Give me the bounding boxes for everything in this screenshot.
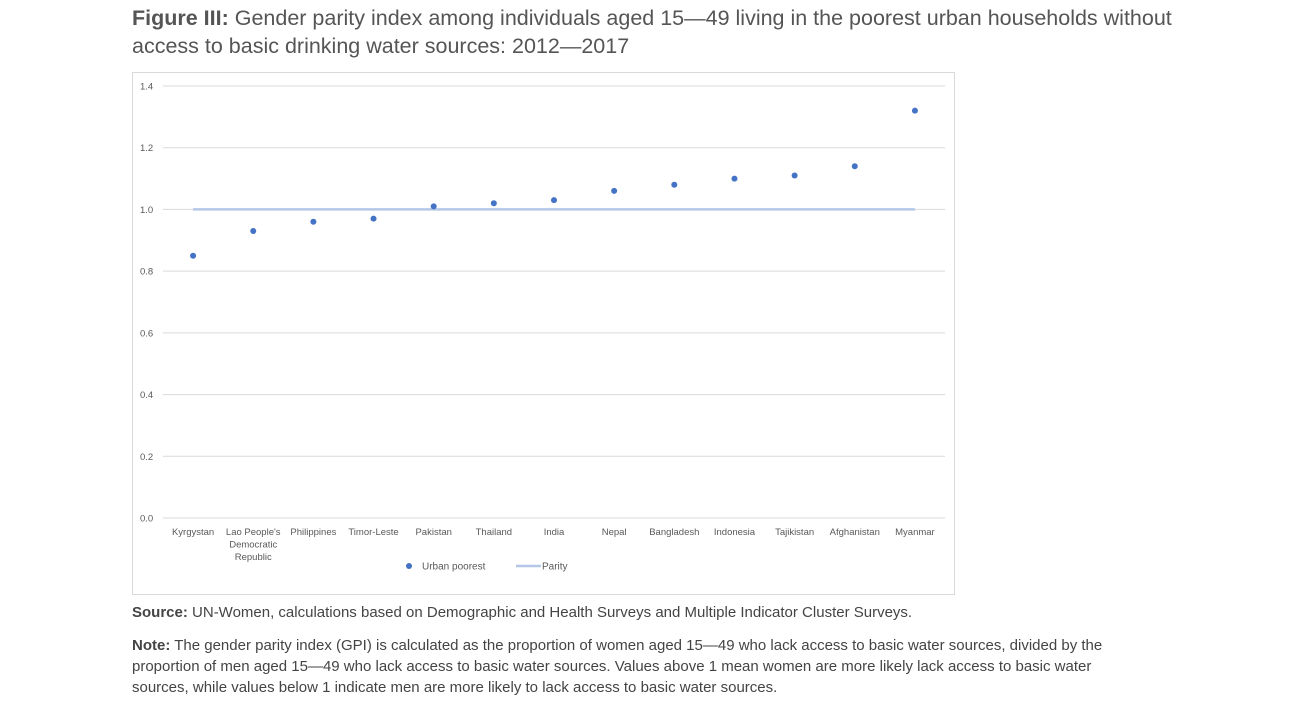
y-tick-label: 1.0 — [140, 205, 153, 216]
x-tick-label: Indonesia — [714, 527, 756, 538]
data-point — [911, 107, 918, 114]
x-tick-label: Bangladesh — [649, 527, 699, 538]
x-tick-label: Kyrgystan — [172, 527, 214, 538]
data-point — [611, 187, 618, 194]
x-tick-label: Pakistan — [415, 527, 451, 538]
data-point — [490, 200, 497, 207]
x-tick-label: Philippines — [290, 527, 336, 538]
data-point — [190, 252, 197, 259]
figure-label: Figure III: — [132, 6, 229, 30]
data-point — [671, 181, 678, 188]
legend-label-parity: Parity — [542, 562, 568, 573]
note-text: Note: The gender parity index (GPI) is c… — [132, 635, 1142, 698]
chart-frame: 0.0 0.2 0.4 0.6 0.8 1.0 1.2 1.4 Kyrgystan Lao Peo… — [132, 72, 955, 595]
note-body: The gender parity index (GPI) is calcula… — [132, 637, 1103, 696]
data-point — [250, 228, 257, 235]
y-tick-label: 1.2 — [140, 143, 153, 154]
y-tick-label: 0.2 — [140, 452, 153, 463]
legend-label-urban-poorest: Urban poorest — [422, 562, 486, 573]
figure-title: Figure III: Gender parity index among in… — [132, 4, 1172, 60]
x-tick-label: India — [544, 527, 565, 538]
data-point — [791, 172, 798, 179]
x-tick-label: Timor-Leste — [348, 527, 398, 538]
x-tick-label: Tajikistan — [775, 527, 814, 538]
y-tick-label: 0.6 — [140, 328, 153, 339]
data-point — [430, 203, 437, 210]
source-label: Source: — [132, 604, 188, 621]
x-tick-label: Nepal — [602, 527, 627, 538]
y-tick-label: 1.4 — [140, 82, 153, 93]
figure-title-text: Gender parity index among individuals ag… — [132, 6, 1172, 58]
y-tick-label: 0.4 — [140, 390, 153, 401]
data-point — [731, 175, 738, 182]
legend-marker-urban-poorest — [406, 563, 412, 569]
y-tick-label: 0.8 — [140, 267, 153, 278]
source-body: UN-Women, calculations based on Demograp… — [187, 604, 913, 621]
x-tick-label: Afghanistan — [830, 527, 880, 538]
data-point — [851, 163, 858, 170]
x-tick-label: Thailand — [476, 527, 512, 538]
data-point — [370, 215, 377, 222]
note-label: Note: — [132, 637, 171, 654]
scatter-chart: 0.0 0.2 0.4 0.6 0.8 1.0 1.2 1.4 Kyrgystan Lao Peo… — [140, 82, 945, 573]
data-point — [310, 218, 317, 225]
data-point — [551, 197, 557, 204]
x-tick-label: Myanmar — [895, 527, 935, 538]
source-text: Source: UN-Women, calculations based on … — [132, 603, 1172, 623]
x-tick-label: Lao People's Democratic Republic — [226, 527, 281, 563]
y-tick-label: 0.0 — [140, 514, 153, 525]
